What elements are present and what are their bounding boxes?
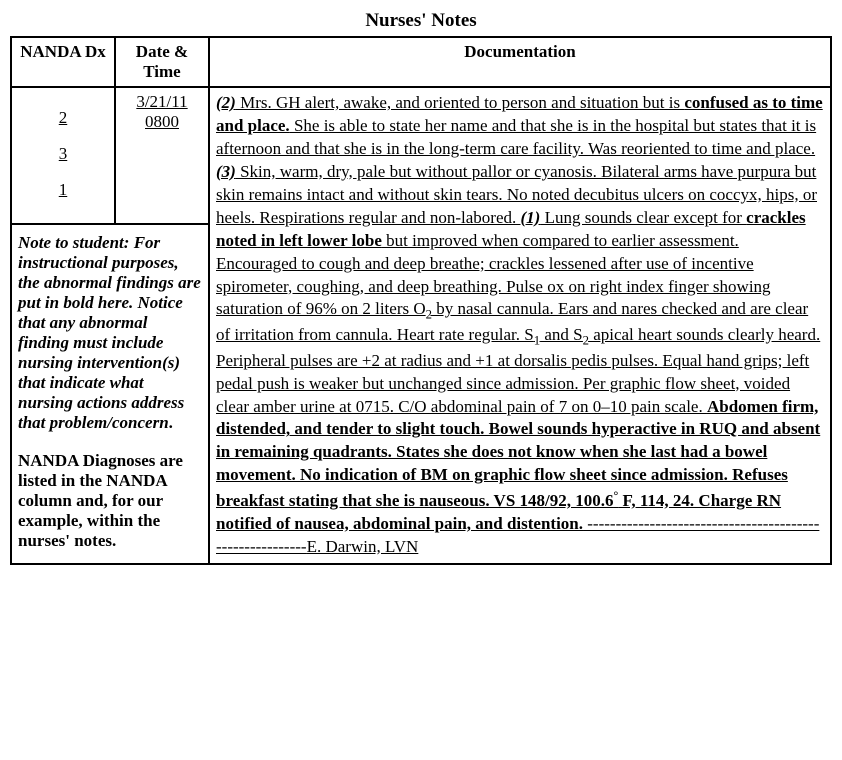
entry-time: 0800 [122,112,202,132]
nanda-dx-item: 1 [18,180,108,200]
signature: E. Darwin, LVN [307,537,419,556]
page-title: Nurses' Notes [10,10,832,32]
student-note-p1: Note to student: For instructional purpo… [18,233,202,433]
nanda-cell: 2 3 1 [11,87,115,224]
entry-date: 3/21/11 [122,92,202,112]
doc-text: She is able to state her name and that s… [216,116,816,158]
doc-text: Mrs. GH alert, awake, and oriented to pe… [236,93,685,112]
documentation-cell: (2) Mrs. GH alert, awake, and oriented t… [209,87,831,564]
nanda-marker-3: (3) [216,162,236,181]
nurses-notes-table: NANDA Dx Date & Time Documentation 2 3 1… [10,36,832,565]
header-documentation: Documentation [209,37,831,87]
header-nanda: NANDA Dx [11,37,115,87]
student-note: Note to student: For instructional purpo… [18,229,202,551]
header-datetime: Date & Time [115,37,209,87]
student-note-cell: Note to student: For instructional purpo… [11,224,209,564]
note-period: . [169,413,173,432]
student-note-p2: NANDA Diagnoses are listed in the NANDA … [18,451,202,551]
doc-text: and S [540,325,583,344]
note-text: Note to student: For instructional purpo… [18,233,201,432]
nanda-marker-1: (1) [521,208,541,227]
documentation-text: (2) Mrs. GH alert, awake, and oriented t… [216,93,823,556]
datetime-cell: 3/21/11 0800 [115,87,209,224]
nanda-dx-item: 3 [18,144,108,164]
abnormal-finding: Abdomen firm, distended, and tender to s… [216,397,820,533]
nanda-dx-item: 2 [18,108,108,128]
nanda-marker-2: (2) [216,93,236,112]
doc-text: Lung sounds clear except for [540,208,746,227]
